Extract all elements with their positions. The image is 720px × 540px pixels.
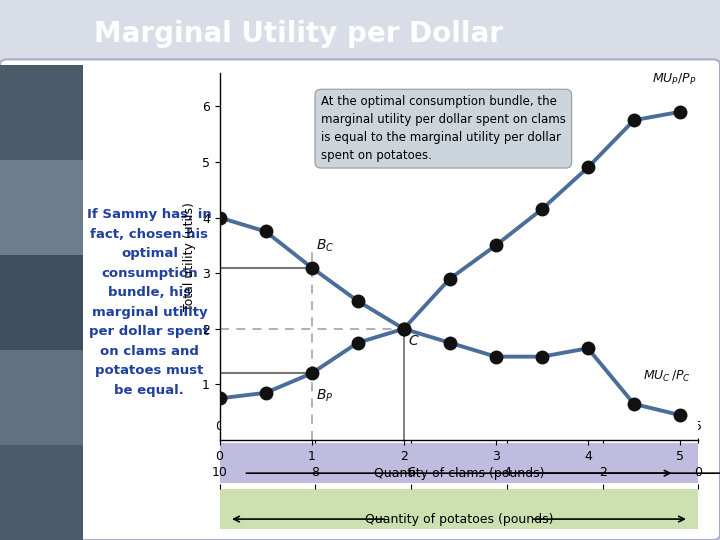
Text: At the optimal consumption bundle, the
marginal utility per dollar spent on clam: At the optimal consumption bundle, the m… [321, 95, 566, 162]
Text: If Sammy has, in
fact, chosen his
optimal
consumption
bundle, his
marginal utili: If Sammy has, in fact, chosen his optima… [87, 208, 212, 397]
Bar [0, 255, 83, 350]
Text: $/ P_C$: $/ P_C$ [671, 369, 690, 384]
Y-axis label: Total utility (utils): Total utility (utils) [184, 202, 197, 311]
Text: Marginal Utility per Dollar: Marginal Utility per Dollar [94, 19, 503, 48]
Text: Quantity of potatoes (pounds): Quantity of potatoes (pounds) [365, 512, 553, 525]
Text: Quantity of clams (pounds): Quantity of clams (pounds) [374, 467, 544, 480]
Text: $MU_P/P_P$: $MU_P/P_P$ [652, 72, 697, 87]
Bar [0, 160, 83, 255]
Text: $B_C$: $B_C$ [316, 237, 335, 254]
Text: $B_P$: $B_P$ [316, 387, 333, 403]
FancyBboxPatch shape [0, 59, 720, 540]
Bar [0, 445, 83, 540]
Text: $C$: $C$ [408, 334, 420, 348]
Bar [0, 350, 83, 445]
Text: $MU_C$: $MU_C$ [643, 369, 671, 384]
Bar [0, 65, 83, 160]
